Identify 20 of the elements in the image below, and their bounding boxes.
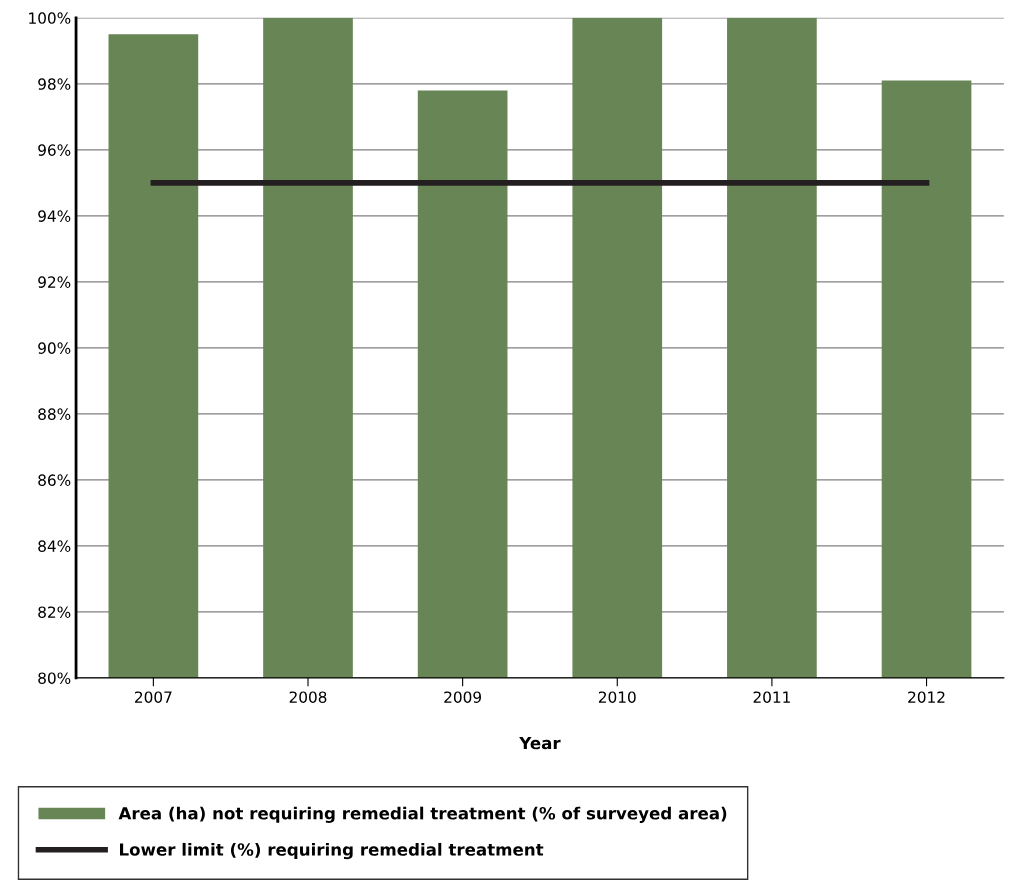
x-tick-label: 2007 [135,691,172,703]
y-tick-label: 92% [38,276,71,288]
x-tick-label: 2010 [598,691,636,703]
y-tick-label: 90% [38,342,71,354]
y-tick-label: 88% [38,408,71,420]
x-tick-label: 2011 [753,691,790,703]
legend-label: Area (ha) not requiring remedial treatment (% of surveyed area) [118,806,727,823]
y-tick-label: 86% [38,474,71,486]
x-axis-title: Year [519,736,561,750]
legend-label: Lower limit (%) requiring remedial treatment [120,842,544,860]
y-tick-label: 84% [38,540,71,552]
y-tick-label: 100% [29,12,71,24]
x-tick-label: 2009 [444,691,481,703]
x-tick-label: 2012 [908,691,945,703]
y-tick-label: 82% [38,606,71,618]
y-tick-label: 80% [38,672,71,684]
y-tick-label: 98% [38,78,71,90]
y-tick-label: 94% [38,210,71,222]
y-tick-label: 96% [38,144,71,156]
x-tick-label: 2008 [289,691,327,703]
